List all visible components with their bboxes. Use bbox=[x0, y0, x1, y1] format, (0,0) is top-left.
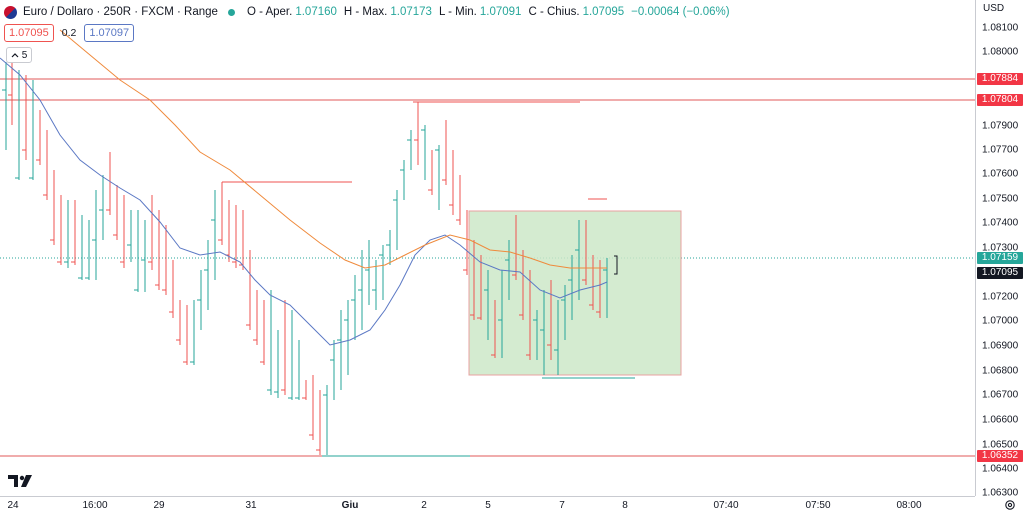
price-tick-label: 1.06500 bbox=[982, 439, 1019, 451]
current-price-tag: 1.07159 bbox=[977, 252, 1023, 264]
time-tick-label: 07:40 bbox=[713, 500, 739, 511]
price-tick-label: 1.08100 bbox=[982, 22, 1019, 34]
gear-icon[interactable] bbox=[1004, 499, 1016, 511]
price-tick-label: 1.07600 bbox=[982, 168, 1019, 180]
price-tick-label: 1.07200 bbox=[982, 291, 1019, 303]
price-tick-label: 1.06600 bbox=[982, 414, 1019, 426]
hline-tag-upper: 1.07884 bbox=[977, 73, 1023, 85]
price-tick-label: 1.07000 bbox=[982, 315, 1019, 327]
time-tick-label: 29 bbox=[153, 500, 165, 511]
hline-tag-middle: 1.07804 bbox=[977, 94, 1023, 106]
price-tick-label: 1.07400 bbox=[982, 217, 1019, 229]
range-box bbox=[468, 210, 682, 376]
time-tick-label: 16:00 bbox=[82, 500, 108, 511]
price-tick-label: 1.07300 bbox=[982, 242, 1019, 254]
price-tick-label: 1.06700 bbox=[982, 389, 1019, 401]
indicators-toggle[interactable]: 5 bbox=[6, 47, 32, 63]
indicator-count: 5 bbox=[21, 49, 28, 61]
high-value: 1.07173 bbox=[390, 6, 432, 18]
ma-slow-line bbox=[59, 29, 607, 269]
price-tick-label: 1.06800 bbox=[982, 365, 1019, 377]
chart-area[interactable]: Euro / Dollaro · 250R · FXCM · Range O -… bbox=[0, 0, 975, 496]
time-tick-label: 2 bbox=[421, 500, 427, 511]
buy-button[interactable]: 1.07097 bbox=[84, 24, 135, 42]
eu-us-flag-icon bbox=[4, 5, 17, 19]
tradingview-logo-icon[interactable] bbox=[8, 473, 34, 489]
price-tick-label: 1.06400 bbox=[982, 463, 1019, 475]
price-tick-label: 1.08000 bbox=[982, 46, 1019, 58]
price-tick-label: 1.07500 bbox=[982, 193, 1019, 205]
time-tick-label: 08:00 bbox=[896, 500, 922, 511]
price-tick-label: 1.07900 bbox=[982, 120, 1019, 132]
time-tick-label: 5 bbox=[485, 500, 491, 511]
high-label: H - Max. bbox=[343, 6, 388, 18]
close-label: C - Chius. bbox=[528, 6, 580, 18]
symbol-title[interactable]: Euro / Dollaro · 250R · FXCM · Range bbox=[23, 6, 218, 18]
low-value: 1.07091 bbox=[479, 6, 522, 18]
time-tick-label: 8 bbox=[622, 500, 628, 511]
change-value: −0.00064 (−0.06%) bbox=[631, 6, 730, 18]
currency-label[interactable]: USD bbox=[983, 3, 1005, 14]
ma-fast-line bbox=[0, 57, 608, 346]
open-label: O - Aper. bbox=[246, 6, 293, 18]
time-tick-label: Giu bbox=[341, 500, 359, 511]
sell-button[interactable]: 1.07095 bbox=[4, 24, 54, 42]
chart-legend: Euro / Dollaro · 250R · FXCM · Range O -… bbox=[4, 4, 737, 20]
close-value: 1.07095 bbox=[582, 6, 625, 18]
quote-boxes: 1.07095 0.2 1.07097 bbox=[4, 24, 135, 42]
spread-value: 0.2 bbox=[61, 27, 77, 39]
bracket-marker bbox=[614, 255, 618, 275]
time-tick-label: 7 bbox=[559, 500, 565, 511]
price-axis[interactable]: USD 1.08100 1.08000 1.07900 1.07700 1.07600 1… bbox=[975, 0, 1024, 499]
time-tick-label: 07:50 bbox=[805, 500, 831, 511]
time-tick-label: 31 bbox=[245, 500, 257, 511]
close-price-tag: 1.07095 bbox=[977, 267, 1023, 279]
market-status-dot[interactable] bbox=[227, 8, 235, 16]
hline-tag-lower: 1.06352 bbox=[977, 450, 1023, 462]
chevron-up-icon bbox=[11, 53, 19, 58]
time-axis[interactable]: 24 16:00 29 31 Giu 2 5 7 8 07:40 07:50 08:00 bbox=[0, 496, 975, 515]
low-label: L - Min. bbox=[438, 6, 477, 18]
price-plot[interactable] bbox=[0, 0, 975, 496]
time-tick-label: 24 bbox=[7, 500, 19, 511]
open-value: 1.07160 bbox=[295, 6, 337, 18]
price-tick-label: 1.06300 bbox=[982, 487, 1019, 499]
price-tick-label: 1.07700 bbox=[982, 144, 1019, 156]
price-tick-label: 1.06900 bbox=[982, 340, 1019, 352]
